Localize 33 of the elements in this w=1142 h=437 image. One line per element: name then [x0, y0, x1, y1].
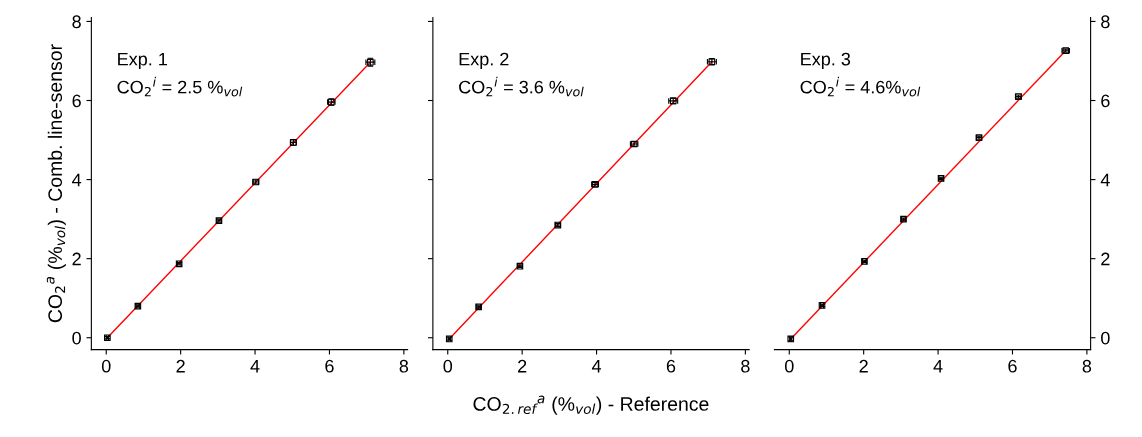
x-tick-label: 2 [518, 359, 527, 373]
x-tick-label: 0 [784, 359, 794, 373]
x-tick-label: 6 [325, 359, 334, 373]
y-tick-label: 4 [1100, 173, 1110, 187]
annotation: CO$_{2}$$^{i}$ = 4.6%$_{vol}$ [800, 76, 921, 97]
y-tick-label: 4 [72, 173, 82, 187]
x-tick-label: 0 [443, 359, 453, 373]
annotation: Exp. 2 [459, 52, 509, 70]
x-tick-label: 8 [399, 359, 409, 373]
y-tick-label: 6 [72, 94, 81, 108]
y-tick-label: 8 [72, 15, 81, 29]
y-tick-label: 0 [72, 331, 81, 345]
x-tick-label: 6 [666, 359, 676, 373]
annotation: CO$_{2}$$^{i}$ = 3.6 %$_{vol}$ [459, 76, 584, 97]
y-tick-label: 2 [72, 252, 81, 266]
y-tick-label: 6 [1101, 94, 1110, 108]
x-tick-label: 0 [101, 359, 111, 373]
x-tick-label: 8 [741, 359, 750, 373]
annotation: CO$_{2}$$^{i}$ = 2.5 %$_{vol}$ [117, 76, 243, 97]
x-tick-label: 4 [933, 359, 943, 373]
x-tick-label: 8 [1082, 359, 1092, 373]
x-axis-title: CO$_{2.ref}$$^{a}$ (%$_{vol}$) - Reference [473, 395, 709, 415]
annotation: Exp. 1 [118, 52, 167, 70]
x-tick-label: 2 [859, 359, 868, 373]
y-tick-label: 8 [1101, 15, 1110, 29]
x-tick-label: 4 [250, 359, 260, 373]
annotation: Exp. 3 [801, 52, 851, 70]
y-tick-label: 2 [1101, 252, 1110, 266]
y-tick-label: 0 [1101, 331, 1110, 345]
x-tick-label: 2 [176, 359, 185, 373]
y-axis-title: CO$_{2}$$^{a}$ (%$_{vol}$) - Comb. line-sensor [46, 44, 66, 323]
x-tick-label: 6 [1008, 359, 1017, 373]
x-tick-label: 4 [591, 359, 602, 373]
